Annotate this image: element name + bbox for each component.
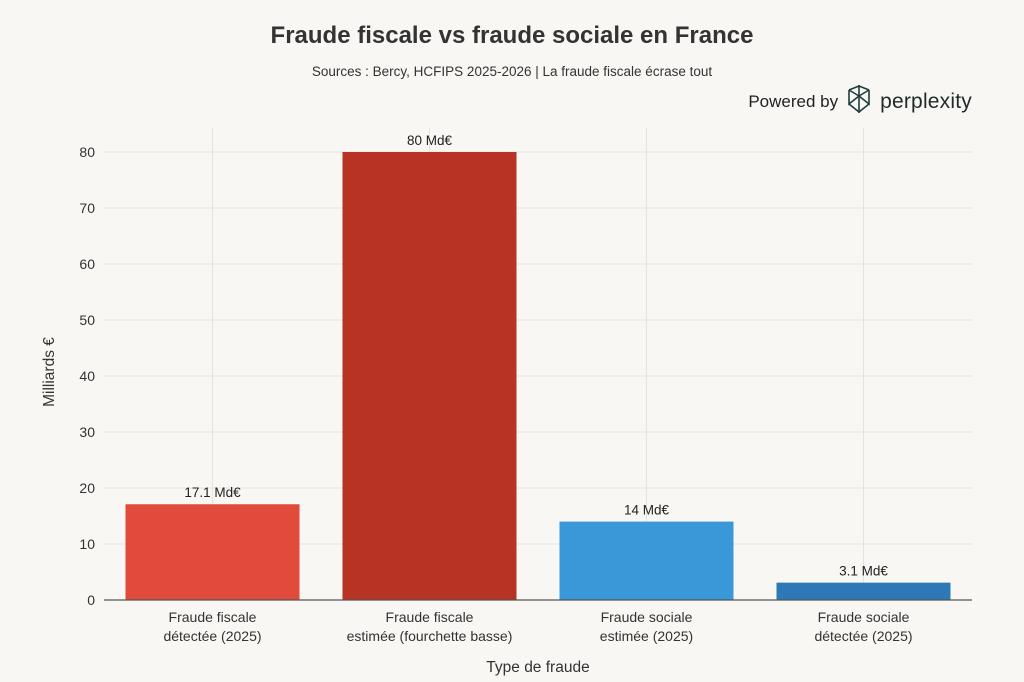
bar-data-label: 14 Md€ — [624, 503, 670, 518]
y-tick-label: 70 — [79, 200, 95, 216]
bar-data-label: 80 Md€ — [407, 133, 453, 148]
y-tick-label: 30 — [79, 424, 95, 440]
axes: 0 10 20 30 40 50 60 70 80 Fraude fiscale détectée … — [79, 144, 972, 644]
brand-name: perplexity — [880, 89, 972, 113]
x-tick-label: Fraude fiscale — [386, 609, 474, 625]
bar[interactable] — [559, 521, 734, 600]
bar[interactable] — [776, 582, 951, 600]
x-tick-label: Fraude sociale — [601, 609, 693, 625]
y-tick-label: 10 — [79, 536, 95, 552]
y-tick-label: 20 — [79, 480, 95, 496]
chart-title: Fraude fiscale vs fraude sociale en Fran… — [270, 22, 754, 49]
bar-data-label: 3.1 Md€ — [839, 564, 888, 579]
x-tick-label: détectée (2025) — [163, 628, 261, 644]
y-tick-label: 80 — [79, 144, 95, 160]
y-tick-label: 40 — [79, 368, 95, 384]
y-tick-label: 0 — [87, 592, 95, 608]
y-axis-label: Milliards € — [41, 337, 58, 407]
x-tick-label: estimée (2025) — [600, 628, 693, 644]
y-tick-label: 60 — [79, 256, 95, 272]
x-tick-label: estimée (fourchette basse) — [347, 628, 513, 644]
bar[interactable] — [125, 504, 300, 600]
bars — [125, 152, 951, 600]
powered-by-badge[interactable]: Powered by perplexity — [748, 84, 972, 119]
y-tick-label: 50 — [79, 312, 95, 328]
x-tick-label: détectée (2025) — [814, 628, 912, 644]
powered-by-label: Powered by — [748, 91, 839, 111]
x-tick-label: Fraude sociale — [818, 609, 910, 625]
x-tick-label: Fraude fiscale — [169, 609, 257, 625]
chart-subtitle: Sources : Bercy, HCFIPS 2025-2026 | La f… — [311, 64, 713, 79]
x-axis-label: Type de fraude — [486, 659, 589, 676]
bar[interactable] — [342, 152, 517, 600]
data-labels: 17.1 Md€ 80 Md€ 14 Md€ 3.1 Md€ — [184, 133, 888, 579]
perplexity-logo-icon — [846, 84, 872, 119]
bar-data-label: 17.1 Md€ — [184, 485, 241, 500]
